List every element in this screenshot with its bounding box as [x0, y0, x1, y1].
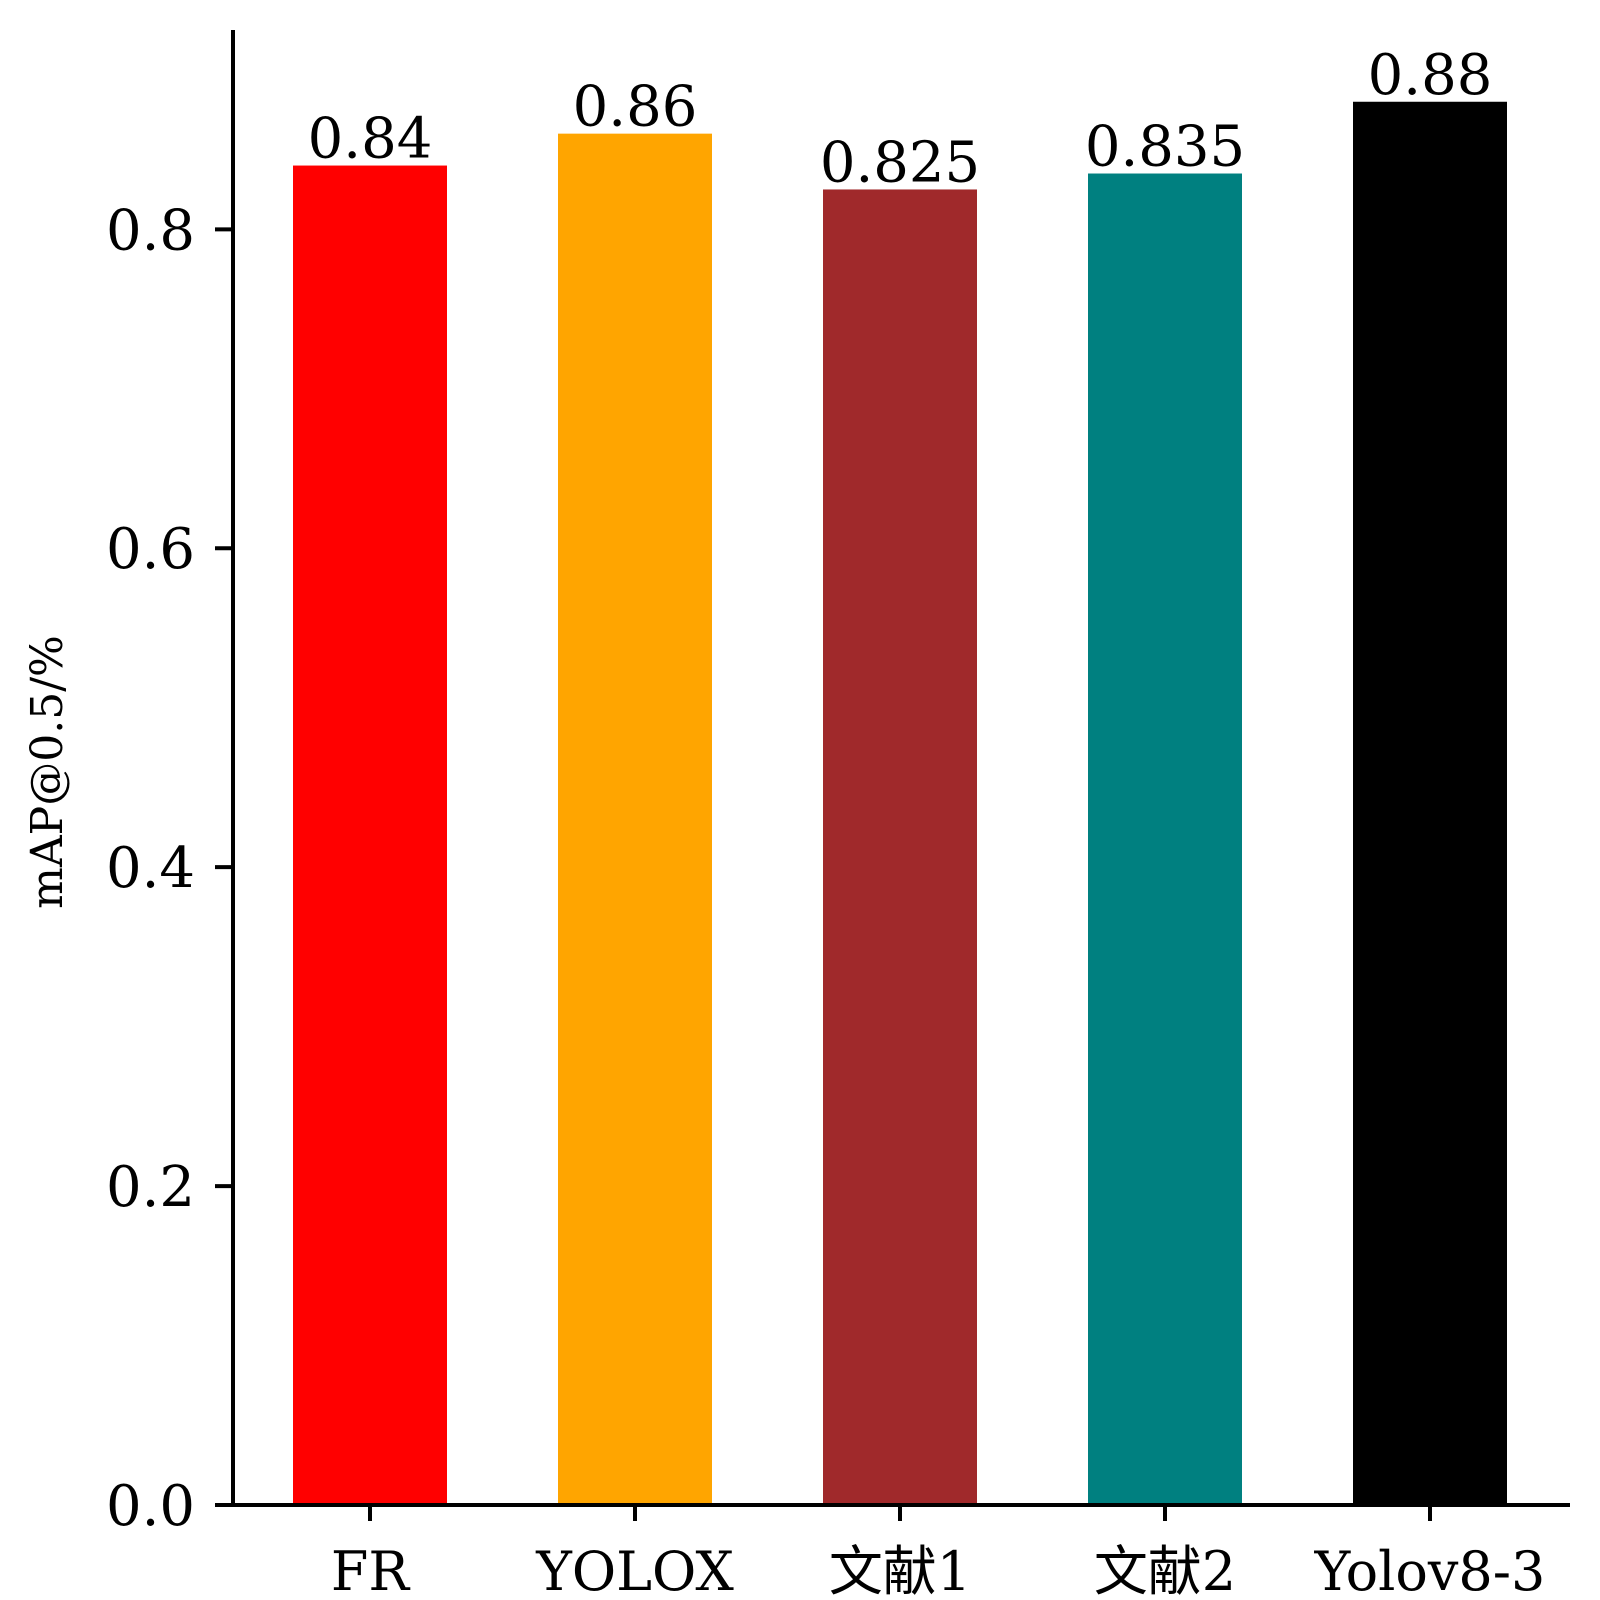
value-label-2: 0.825 — [820, 130, 980, 195]
bar-1 — [558, 133, 712, 1505]
x-tick-label-4: Yolov8-3 — [1314, 1540, 1546, 1600]
bar-4 — [1353, 101, 1507, 1506]
x-tick-label-0: FR — [331, 1540, 410, 1600]
bar-3 — [1088, 173, 1242, 1505]
y-tick-label-0: 0.0 — [106, 1474, 195, 1539]
value-label-0: 0.84 — [308, 107, 433, 172]
y-tick-label-3: 0.6 — [106, 517, 195, 582]
y-axis-title: mAP@0.5/% — [22, 635, 73, 909]
x-tick-label-1: YOLOX — [535, 1540, 734, 1600]
bar-2 — [823, 189, 977, 1505]
x-ticks-layer: FR YOLOX 文献1 文献2 Yolov8-3 — [331, 1505, 1545, 1600]
value-label-4: 0.88 — [1368, 43, 1493, 108]
x-tick-label-3: 文献2 — [1094, 1540, 1236, 1600]
y-tick-label-1: 0.2 — [106, 1155, 195, 1220]
bars-layer — [293, 101, 1507, 1506]
value-labels-layer: 0.84 0.86 0.825 0.835 0.88 — [308, 43, 1493, 196]
x-tick-label-2: 文献1 — [829, 1540, 971, 1600]
y-tick-label-4: 0.8 — [106, 198, 195, 263]
y-ticks-layer: 0.0 0.2 0.4 0.6 0.8 — [106, 198, 233, 1539]
value-label-3: 0.835 — [1085, 115, 1245, 180]
y-tick-label-2: 0.4 — [106, 836, 195, 901]
bar-0 — [293, 165, 447, 1506]
value-label-1: 0.86 — [573, 75, 698, 140]
